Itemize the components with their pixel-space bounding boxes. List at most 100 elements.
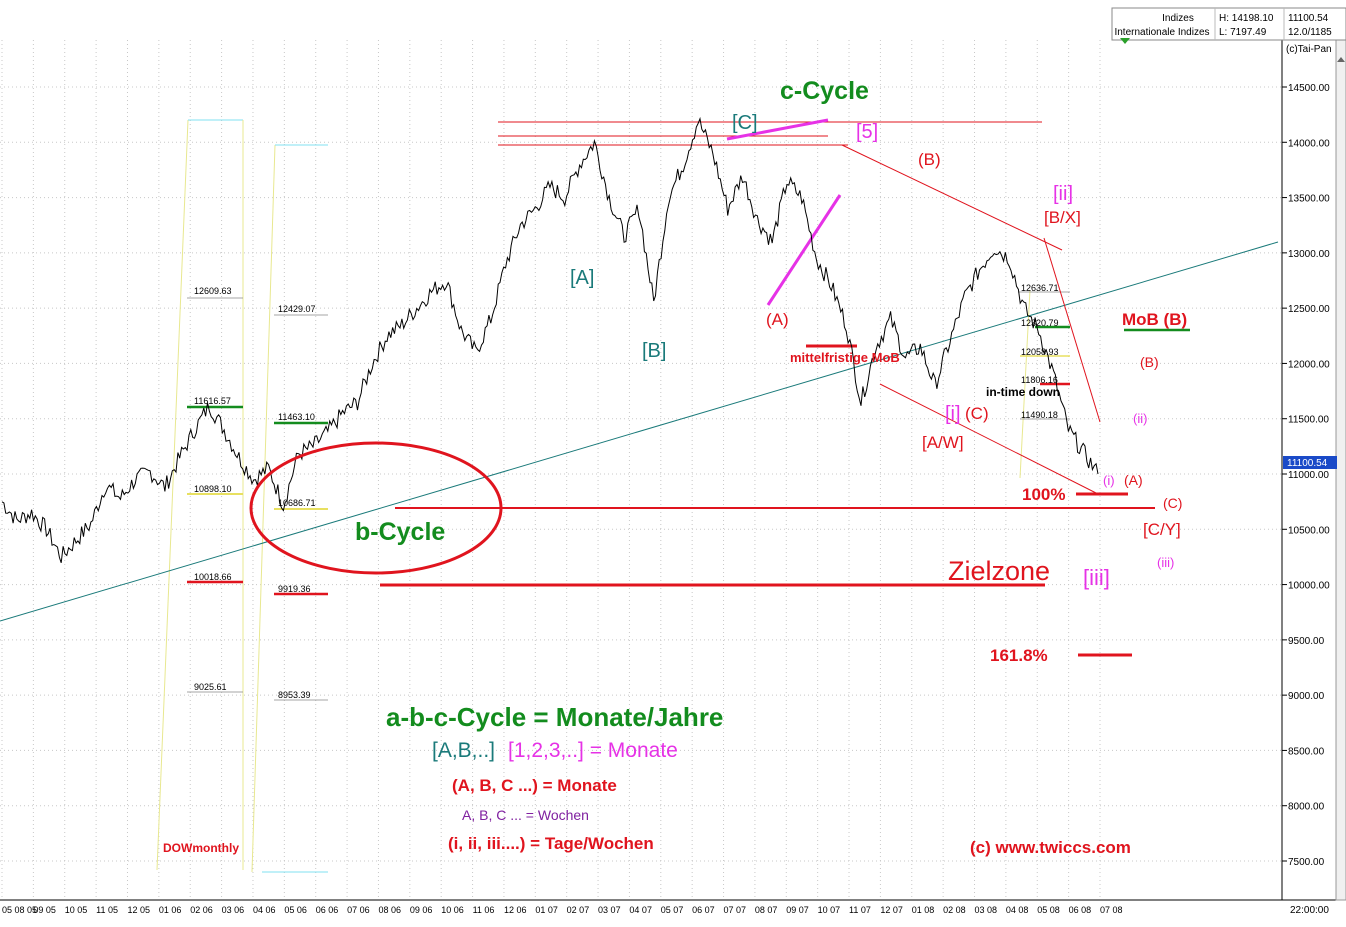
label-mittelfristige-mob: mittelfristige MoB (790, 350, 900, 365)
label-mob-b: MoB (B) (1122, 310, 1187, 329)
x-tick-label: 10 05 (65, 905, 88, 915)
label-wave-C-paren: (C) (965, 404, 989, 423)
fib-label: 9919.36 (278, 584, 311, 594)
label-zielzone: Zielzone (948, 556, 1050, 586)
label-100pct: 100% (1022, 485, 1065, 504)
label-wave-AW: [A/W] (922, 433, 964, 452)
x-tick-label: 05 08 (1037, 905, 1060, 915)
legend: a-b-c-Cycle = Monate/Jahre [A,B,..] [1,2… (386, 702, 1131, 857)
legend-line-1: a-b-c-Cycle = Monate/Jahre (386, 702, 723, 732)
label-in-time-down: in-time down (986, 385, 1060, 399)
label-wave-ii-small: (ii) (1133, 411, 1147, 426)
info-high: H: 14198.10 (1219, 13, 1274, 24)
y-tick-label: 11500.00 (1288, 415, 1329, 426)
x-tick-label: 07 07 (724, 905, 747, 915)
label-wave-BX: [B/X] (1044, 208, 1081, 227)
y-tick-label: 13000.00 (1288, 249, 1330, 260)
label-dow-monthly: DOWmonthly (163, 841, 239, 855)
y-tick-label: 14500.00 (1288, 83, 1330, 94)
time-label: 22:00:00 (1290, 905, 1329, 916)
marker-icon (1120, 38, 1130, 44)
fib-label: 12609.63 (194, 286, 232, 296)
fib-label: 11463.10 (278, 412, 315, 422)
fib-label: 12636.71 (1021, 283, 1059, 293)
legend-line-2a: [A,B,..] (432, 739, 495, 762)
fib-label: 11806.16 (1021, 375, 1058, 385)
info-box: Indizes Internationale Indizes H: 14198.… (1111, 7, 1346, 62)
fib-label: 10686.71 (278, 498, 316, 508)
channel-lines (841, 144, 1101, 496)
x-tick-label: 11 06 (473, 905, 495, 915)
resistance-lines (498, 121, 1042, 146)
x-tick-label: 01 08 (912, 905, 935, 915)
label-wave-i-bracket: [i] (945, 403, 961, 425)
x-tick-label: 03 08 (975, 905, 998, 915)
last-price-label: 11100.54 (1287, 458, 1328, 469)
x-tick-label: 02 06 (190, 905, 213, 915)
legend-line-5: (i, ii, iii....) = Tage/Wochen (448, 834, 654, 853)
label-wave-i-small: (i) (1103, 473, 1115, 488)
x-tick-label: 08 07 (755, 905, 778, 915)
label-wave-C-teal: [C] (732, 112, 758, 134)
label-wave-iii-bracket: [iii] (1083, 565, 1110, 590)
x-tick-label: 05 08 05 (2, 905, 37, 915)
y-tick-label: 7500.00 (1288, 857, 1325, 868)
y-tick-label: 11000.00 (1288, 470, 1329, 481)
x-tick-label: 11 05 (96, 905, 118, 915)
x-tick-label: 05 07 (661, 905, 684, 915)
fib-label: 8953.39 (278, 690, 311, 700)
y-tick-label: 10000.00 (1288, 581, 1330, 592)
grid (0, 40, 1282, 900)
last-price-marker (1283, 456, 1337, 469)
x-tick-label: 04 08 (1006, 905, 1029, 915)
y-tick-label: 12500.00 (1288, 304, 1330, 315)
y-tick-label: 9000.00 (1288, 691, 1325, 702)
x-tick-label: 04 06 (253, 905, 276, 915)
info-label-2: Internationale Indizes (1114, 27, 1209, 38)
x-tick-label: 06 06 (316, 905, 339, 915)
info-low: L: 7197.49 (1219, 27, 1267, 38)
y-tick-label: 13500.00 (1288, 194, 1330, 205)
credit: (c) www.twiccs.com (970, 838, 1131, 857)
label-c-cycle: c-Cycle (780, 77, 869, 105)
y-tick-label: 8500.00 (1288, 746, 1325, 757)
label-wave-ii-bracket: [ii] (1053, 183, 1073, 205)
price-series-line (1, 116, 1099, 563)
label-wave-CY: [C/Y] (1143, 520, 1181, 539)
x-tick-label: 01 07 (535, 905, 558, 915)
fib-label: 9025.61 (194, 682, 227, 692)
x-tick-label: 02 08 (943, 905, 966, 915)
wave-labels: c-Cycle b-Cycle [A] [B] [C] [5] [ii] [i]… (163, 77, 1187, 855)
label-wave-iii-small: (iii) (1157, 555, 1174, 570)
label-wave-B-paren: (B) (918, 150, 941, 169)
x-tick-label: 12 06 (504, 905, 527, 915)
y-tick-label: 10500.00 (1288, 525, 1330, 536)
target-lines (380, 328, 1190, 657)
x-tick-label: 08 06 (378, 905, 401, 915)
label-wave-A-paren: (A) (766, 310, 789, 329)
b-cycle-ellipse (249, 441, 503, 575)
info-copyright: (c)Tai-Pan (1286, 44, 1332, 55)
x-tick-label: 12 05 (127, 905, 150, 915)
x-tick-label: 03 07 (598, 905, 621, 915)
fib-group-left-2: 12429.07 11463.10 10686.71 9919.36 8953.… (274, 304, 328, 701)
label-b-cycle: b-Cycle (355, 518, 445, 546)
y-tick-label: 14000.00 (1288, 138, 1330, 149)
fib-label: 10898.10 (194, 484, 232, 494)
label-wave-A-teal: [A] (570, 267, 594, 289)
fib-label: 11490.18 (1021, 410, 1058, 420)
x-tick-label: 07 06 (347, 905, 370, 915)
info-price: 11100.54 (1288, 13, 1329, 24)
y-tick-label: 9500.00 (1288, 636, 1325, 647)
x-tick-label: 05 06 (284, 905, 307, 915)
scroll-up-icon[interactable] (1337, 57, 1345, 62)
y-axis: 7500.00 8000.00 8500.00 9000.00 9500.00 10000… (1282, 83, 1330, 868)
info-label-1: Indizes (1162, 13, 1194, 24)
y-tick-label: 8000.00 (1288, 802, 1325, 813)
x-tick-label: 10 06 (441, 905, 464, 915)
label-wave-5: [5] (856, 121, 878, 143)
trendline (0, 241, 1279, 622)
fib-label: 12320.79 (1021, 318, 1059, 328)
